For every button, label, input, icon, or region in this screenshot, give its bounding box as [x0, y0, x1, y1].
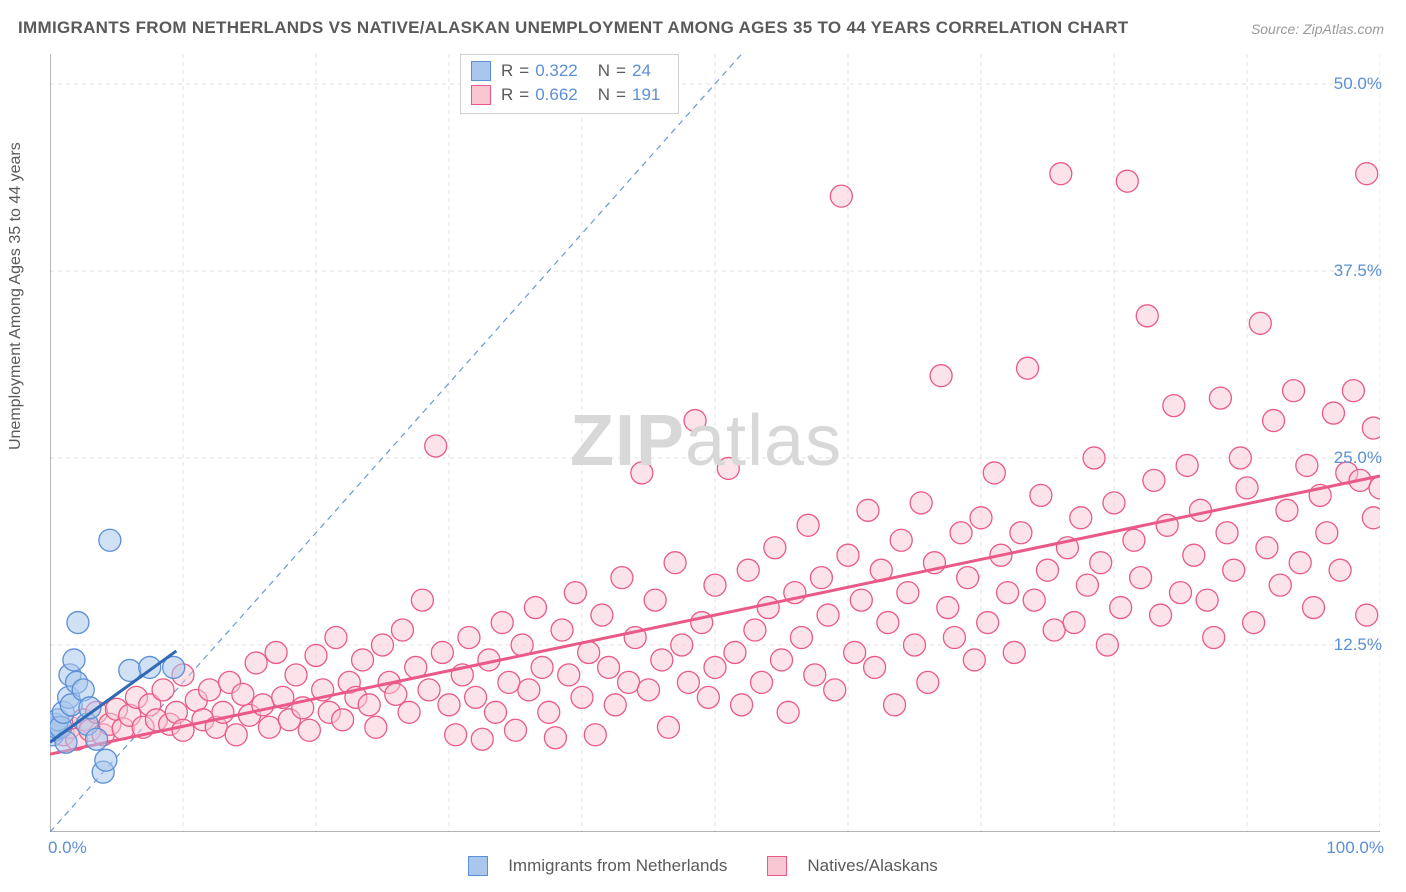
swatch-b	[471, 85, 491, 105]
y-tick-3: 50.0%	[1334, 74, 1382, 94]
legend-label-b: Natives/Alaskans	[807, 856, 937, 876]
equals-icon: =	[616, 61, 626, 81]
chart-title: IMMIGRANTS FROM NETHERLANDS VS NATIVE/AL…	[18, 18, 1128, 38]
x-tick-min: 0.0%	[48, 838, 87, 858]
watermark: ZIPatlas	[570, 400, 842, 482]
y-tick-1: 25.0%	[1334, 448, 1382, 468]
swatch-a	[471, 61, 491, 81]
legend-item-a: Immigrants from Netherlands	[468, 856, 727, 876]
r-label-a: R	[501, 61, 513, 81]
n-value-a: 24	[632, 61, 651, 81]
equals-icon: =	[519, 61, 529, 81]
r-value-a: 0.322	[535, 61, 578, 81]
source-attribution: Source: ZipAtlas.com	[1251, 21, 1384, 37]
x-tick-max: 100.0%	[1326, 838, 1384, 858]
equals-icon: =	[616, 85, 626, 105]
legend-item-b: Natives/Alaskans	[767, 856, 937, 876]
y-tick-0: 12.5%	[1334, 635, 1382, 655]
y-axis-label: Unemployment Among Ages 35 to 44 years	[7, 142, 25, 450]
swatch-a-bottom	[468, 856, 488, 876]
n-value-b: 191	[632, 85, 660, 105]
r-value-b: 0.662	[535, 85, 578, 105]
n-label-a: N	[598, 61, 610, 81]
r-label-b: R	[501, 85, 513, 105]
stats-row-a: R = 0.322 N = 24	[471, 59, 664, 83]
n-label-b: N	[598, 85, 610, 105]
stats-row-b: R = 0.662 N = 191	[471, 83, 664, 107]
watermark-zip: ZIP	[570, 401, 685, 481]
series-legend: Immigrants from Netherlands Natives/Alas…	[0, 856, 1406, 876]
legend-label-a: Immigrants from Netherlands	[508, 856, 727, 876]
stats-legend: R = 0.322 N = 24 R = 0.662 N = 191	[460, 54, 679, 114]
equals-icon: =	[519, 85, 529, 105]
swatch-b-bottom	[767, 856, 787, 876]
y-tick-2: 37.5%	[1334, 261, 1382, 281]
watermark-atlas: atlas	[685, 401, 842, 481]
correlation-chart: IMMIGRANTS FROM NETHERLANDS VS NATIVE/AL…	[0, 0, 1406, 892]
